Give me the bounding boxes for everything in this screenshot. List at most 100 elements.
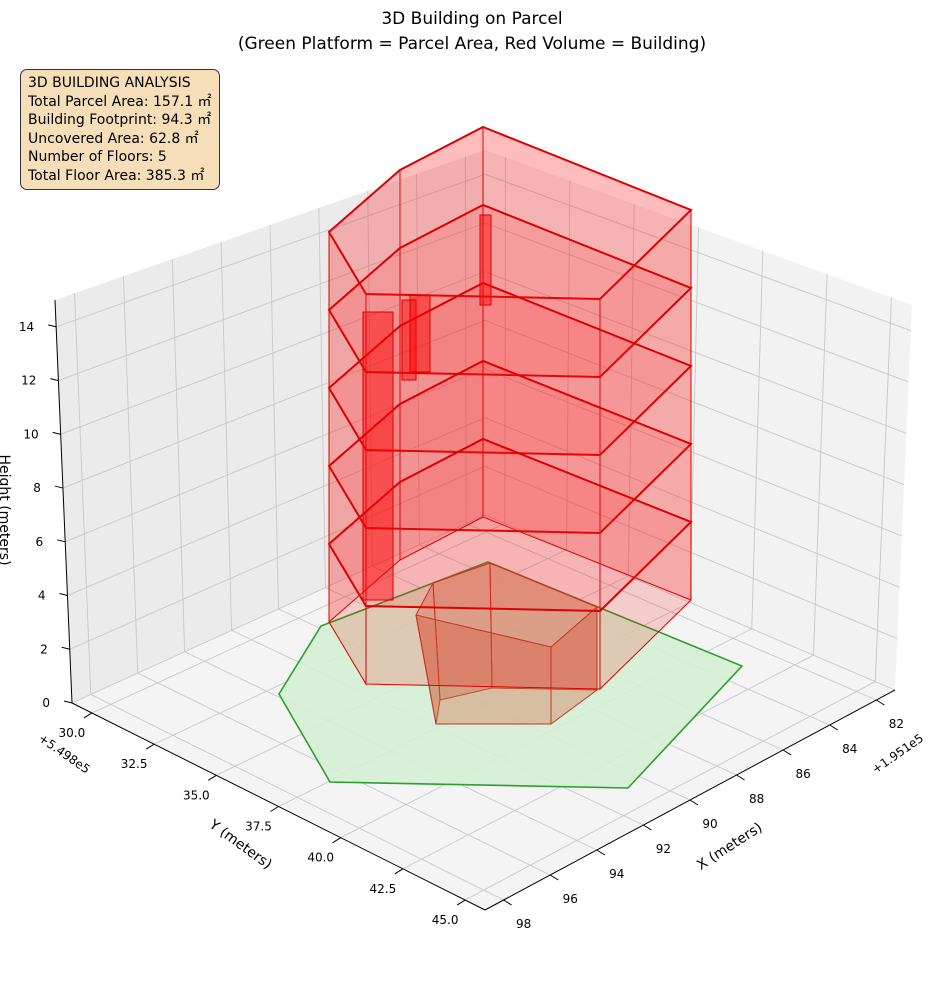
right-pane (485, 150, 912, 690)
y-tick-mark (394, 868, 404, 875)
building-floor-slab (327, 125, 693, 301)
z-tick-mark (54, 485, 64, 489)
x-tick-mark (549, 874, 559, 881)
z-tick-mark (48, 324, 57, 328)
y-tick-mark (208, 774, 217, 781)
gridline (58, 222, 486, 382)
gridline (484, 417, 900, 588)
analysis-textbox: 3D BUILDING ANALYSIS Total Parcel Area: … (20, 69, 220, 190)
analysis-line: Total Floor Area: 385.3 ㎡ (28, 167, 205, 184)
z-tick-label: 2 (40, 642, 48, 656)
y-tick-mark (456, 899, 466, 906)
x-tick-label: 84 (842, 742, 857, 756)
gridline (504, 157, 507, 524)
building-floor-slab (327, 281, 693, 457)
gridline (171, 259, 186, 652)
x-tick-mark (503, 899, 512, 906)
left-pane (55, 150, 485, 703)
gridline (65, 368, 486, 543)
gridline (484, 368, 902, 537)
gridline (464, 681, 876, 901)
z-tick-label: 10 (23, 427, 38, 441)
y-tick-mark (145, 743, 155, 750)
z-tick-label: 6 (36, 535, 44, 549)
gridline (484, 319, 905, 486)
building-floor-slab (327, 437, 693, 613)
y-tick-label: 45.0 (432, 913, 459, 927)
z-axis-label: Height (meters) (0, 454, 12, 565)
parcel-platform (278, 561, 744, 789)
gridline (751, 250, 764, 629)
y-tick-label: 42.5 (370, 882, 397, 896)
analysis-heading: 3D BUILDING ANALYSIS (28, 75, 191, 91)
gridline (367, 190, 373, 567)
analysis-line: Total Parcel Area: 157.1 ㎡ (28, 93, 212, 110)
gridline (74, 293, 92, 695)
gridline (484, 173, 912, 332)
building-wall-sliver (479, 214, 492, 306)
building-annex-face (415, 614, 552, 725)
y-tick-mark (83, 712, 93, 719)
z-axis-line (54, 299, 73, 704)
analysis-line: Number of Floors: 5 (28, 149, 167, 165)
building-wall-sliver (401, 299, 417, 381)
z-tick-mark (57, 539, 66, 543)
z-tick-mark (52, 431, 61, 435)
z-tick-mark (61, 646, 70, 650)
gridline (416, 173, 420, 545)
x-tick-mark (643, 824, 652, 831)
analysis-line: Uncovered Area: 62.8 ㎡ (28, 130, 199, 147)
z-tick-label: 0 (42, 696, 50, 710)
z-tick-label: 14 (19, 320, 34, 334)
x-tick-label: 90 (702, 817, 717, 831)
gridline (62, 319, 486, 489)
gridline (55, 173, 486, 328)
y-tick-label: 32.5 (121, 757, 148, 771)
x-tick-label: 88 (749, 792, 764, 806)
z-tick-label: 12 (21, 374, 36, 388)
chart-subtitle: (Green Platform = Parcel Area, Red Volum… (238, 34, 706, 54)
y-axis-line (71, 702, 486, 911)
building-floor-slab (327, 203, 693, 379)
y-tick-label: 40.0 (307, 851, 334, 865)
gridline (122, 276, 139, 674)
x-tick-mark (876, 699, 885, 706)
gridline (874, 297, 892, 682)
gridline (465, 156, 467, 524)
y-tick-mark (332, 837, 341, 844)
building-wall-sliver (362, 311, 394, 601)
x-tick-label: 92 (656, 842, 671, 856)
z-tick-label: 8 (33, 481, 41, 495)
y-tick-mark (270, 806, 279, 812)
z-tick-mark (50, 378, 59, 382)
x-tick-label: 98 (516, 917, 531, 931)
building-floor-slab (327, 359, 693, 535)
gridline (91, 523, 505, 714)
gridline (813, 274, 828, 656)
gridline (60, 271, 486, 435)
x-tick-mark (829, 724, 839, 731)
x-tick-mark (689, 799, 699, 806)
x-tick-label: 82 (889, 717, 904, 731)
building-wall-sliver (409, 294, 431, 373)
z-tick-mark (59, 593, 68, 597)
x-tick-label: 86 (796, 767, 811, 781)
gridline (269, 224, 279, 610)
x-tick-mark (596, 849, 606, 856)
y-tick-label: 37.5 (245, 820, 272, 834)
gridline (318, 207, 326, 588)
z-tick-label: 4 (38, 589, 46, 603)
x-tick-label: 96 (563, 892, 578, 906)
gridline (484, 222, 909, 383)
y-tick-label: 30.0 (59, 726, 86, 740)
x-tick-label: 94 (609, 867, 624, 881)
building-floor-wall (365, 605, 601, 690)
x-tick-mark (782, 749, 792, 756)
gridline (566, 180, 571, 550)
gridline (484, 514, 896, 691)
chart-title: 3D Building on Parcel (381, 9, 562, 29)
x-offset-label: +1.951e5 (869, 731, 926, 777)
gridline (69, 465, 486, 650)
